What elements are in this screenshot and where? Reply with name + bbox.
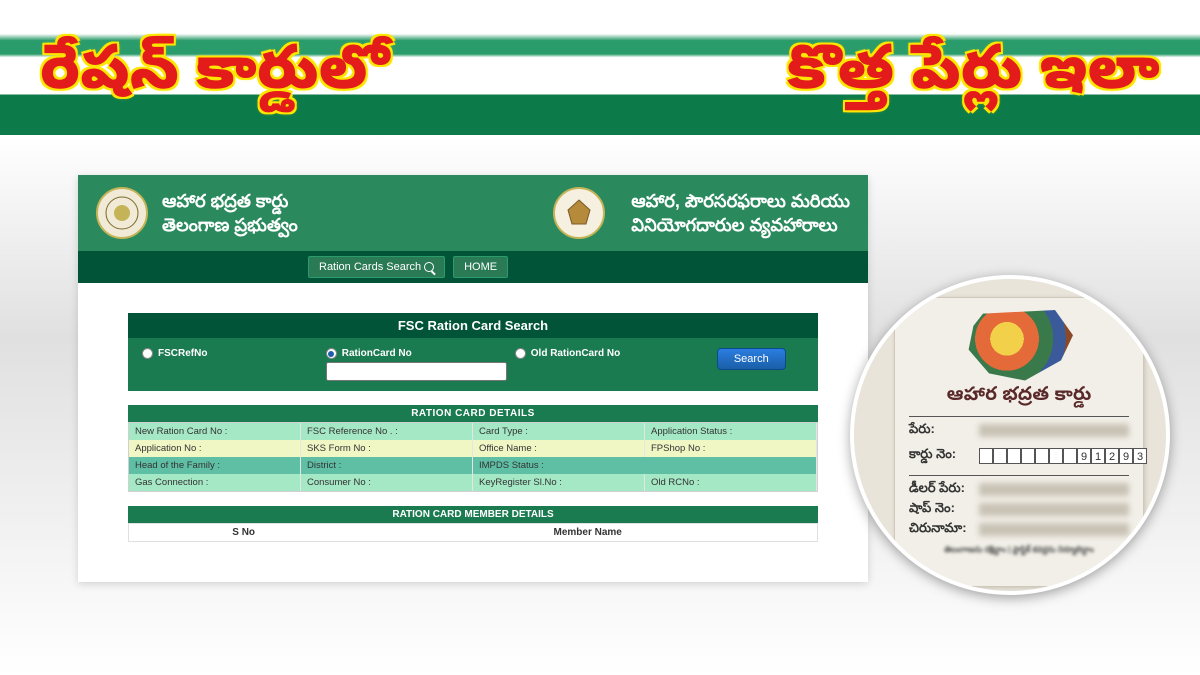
card-title: ఆహార భద్రత కార్డు [909,384,1129,410]
cell-new-ration-no: New Ration Card No : [129,423,301,440]
search-button[interactable]: Search [717,348,786,370]
nav-bar: Ration Cards Search HOME [78,251,868,283]
cell-app-status: Application Status : [645,423,817,440]
card-dealer-value [979,483,1129,496]
radio-fscrefno[interactable]: FSCRefNo [142,348,318,359]
card-dealer-label: డీలర్ పేరు: [909,480,973,499]
telangana-emblem-icon [96,187,148,239]
headline-banner: రేషన్ కార్డులో కొత్త పేర్లు ఇలా [0,36,1200,117]
dept-emblem-icon [553,187,605,239]
header-left-line1: ఆహార భద్రత కార్డు [162,189,298,213]
ration-search-panel: ఆహార భద్రత కార్డు తెలంగాణ ప్రభుత్వం ఆహార… [78,175,868,582]
search-options-bar: FSCRefNo RationCard No Old RationCard No… [128,338,818,391]
cell-office: Office Name : [473,440,645,457]
cell-gas: Gas Connection : [129,474,301,491]
headline-left: రేషన్ కార్డులో [40,36,390,117]
radio-oldrationcardno[interactable]: Old RationCard No [515,348,691,359]
ration-details-table: New Ration Card No : FSC Reference No . … [128,422,818,492]
cell-head-family: Head of the Family : [129,457,301,474]
cell-district: District : [301,457,473,474]
radio-rationcardno[interactable]: RationCard No [326,348,507,359]
cell-fsc-ref-no: FSC Reference No . : [301,423,473,440]
cell-consumer: Consumer No : [301,474,473,491]
ration-card-front: ఆహార భద్రత కార్డు పేరు: కార్డు నెం: 9129… [894,297,1144,587]
card-shop-value [979,503,1129,516]
telangana-map-icon [959,310,1079,382]
search-icon [424,262,434,272]
header-left-line2: తెలంగాణ ప్రభుత్వం [162,213,298,237]
cell-impds: IMPDS Status : [473,457,817,474]
header-right-line2: వినియోగదారుల వ్యవహారాలు [631,213,850,237]
header-right-line1: ఆహార, పౌరసరఫరాలు మరియు [631,189,850,213]
cell-sks-form: SKS Form No : [301,440,473,457]
table-row: Application No : SKS Form No : Office Na… [129,440,817,457]
search-section-title: FSC Ration Card Search [128,313,818,338]
card-name-label: పేరు: [909,421,973,440]
cell-app-no: Application No : [129,440,301,457]
col-sno: S No [129,527,358,538]
cell-oldrc: Old RCNo : [645,474,817,491]
card-number-boxes: 91293 [979,448,1147,464]
nav-search-button[interactable]: Ration Cards Search [308,256,445,278]
members-header-row: S No Member Name [128,523,818,542]
table-row: Gas Connection : Consumer No : KeyRegist… [129,474,817,491]
card-shop-label: షాప్ నెం: [909,500,973,519]
table-row: New Ration Card No : FSC Reference No . … [129,423,817,440]
members-title: RATION CARD MEMBER DETAILS [128,506,818,523]
card-address-label: చిరునామా: [909,520,973,539]
cell-card-type: Card Type : [473,423,645,440]
cell-fpshop: FPShop No : [645,440,817,457]
card-name-value [979,424,1129,437]
card-address-value [979,523,1129,536]
card-footer-slogan: తెలంగాణను రక్షిద్దాం | ప్లాస్టిక్ కవర్లన… [909,545,1129,556]
nav-home-button[interactable]: HOME [453,256,508,278]
details-title: RATION CARD DETAILS [128,405,818,422]
headline-right: కొత్త పేర్లు ఇలా [787,36,1160,117]
card-no-label: కార్డు నెం: [909,446,973,465]
col-member-name: Member Name [358,527,817,538]
panel-header: ఆహార భద్రత కార్డు తెలంగాణ ప్రభుత్వం ఆహార… [78,175,868,251]
physical-card-photo: ఆహార భద్రత కార్డు పేరు: కార్డు నెం: 9129… [850,275,1170,595]
table-row: Head of the Family : District : IMPDS St… [129,457,817,474]
rationcardno-input[interactable] [326,362,507,381]
cell-keyreg: KeyRegister Sl.No : [473,474,645,491]
